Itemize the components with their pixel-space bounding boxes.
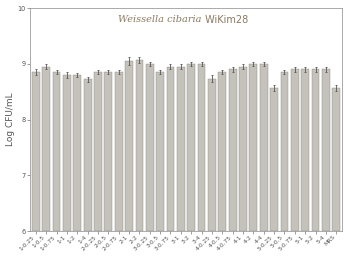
Bar (291, 69, 299, 231)
Bar (311, 69, 319, 231)
Bar (104, 72, 112, 231)
Bar (84, 79, 92, 231)
Bar (42, 67, 50, 231)
Bar (239, 67, 247, 231)
Bar (32, 72, 40, 231)
Bar (250, 64, 257, 231)
Bar (115, 72, 122, 231)
Text: WiKim28: WiKim28 (202, 15, 248, 25)
Bar (270, 88, 278, 231)
Bar (53, 72, 61, 231)
Bar (301, 69, 309, 231)
Bar (229, 69, 237, 231)
Bar (280, 72, 288, 231)
Bar (332, 88, 340, 231)
Bar (167, 67, 174, 231)
Bar (94, 72, 102, 231)
Bar (187, 64, 195, 231)
Bar (177, 67, 185, 231)
Bar (219, 72, 226, 231)
Bar (156, 72, 164, 231)
Bar (135, 60, 143, 231)
Bar (322, 69, 330, 231)
Bar (208, 79, 216, 231)
Bar (63, 75, 71, 231)
Bar (198, 64, 205, 231)
Bar (146, 64, 154, 231)
Bar (125, 61, 133, 231)
Text: Weissella cibaria: Weissella cibaria (118, 15, 202, 24)
Y-axis label: Log CFU/mL: Log CFU/mL (6, 93, 15, 146)
Bar (73, 75, 81, 231)
Bar (260, 64, 268, 231)
